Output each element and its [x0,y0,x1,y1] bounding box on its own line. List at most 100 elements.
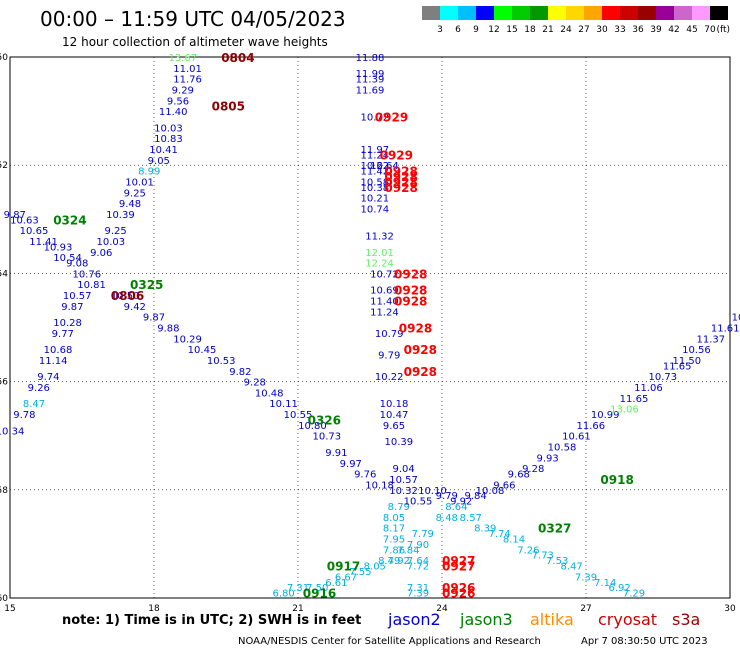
pass-time-label: 0805 [212,100,245,114]
swh-data-point: 6.61 [325,578,347,589]
swh-data-point: 10.73 [648,372,677,383]
swh-data-point: 10.54 [53,253,82,264]
swh-data-point: 7.84 [397,545,419,556]
swh-data-point: 7.53 [546,556,568,567]
swh-data-point: 10.53 [207,356,236,367]
swh-data-point: 9.66 [493,480,515,491]
swh-data-point: 9.25 [104,226,126,237]
swh-data-point: 11.66 [576,421,605,432]
y-tick-label: -50 [0,53,8,63]
swh-data-point: 10.39 [384,437,413,448]
swh-data-point: 9.97 [340,459,362,470]
colorbar-swatch [494,6,512,20]
swh-data-point: 10.10 [418,486,447,497]
swh-data-point: 9.48 [119,199,141,210]
colorbar-tick-label: 24 [560,25,572,35]
pass-time-label: 0928 [384,170,417,184]
satellite-legend-altika: altika [530,610,574,629]
swh-data-point: 11.40 [370,296,399,307]
swh-data-point: 11.42 [360,167,389,178]
swh-data-point: 8.05 [383,513,405,524]
swh-data-point: 7.55 [349,567,371,578]
footer-note: note: 1) Time is in UTC; 2) SWH is in fe… [62,613,361,628]
swh-data-point: 7.90 [407,540,429,551]
colorbar-swatch [620,6,638,20]
swh-data-point: 8.48 [436,513,458,524]
swh-data-point: 8.47 [560,562,582,573]
swh-data-point: 10.72 [370,269,399,280]
swh-data-point: 8.64 [445,502,467,513]
colorbar-swatch [566,6,584,20]
swh-data-point: 10.39 [106,210,135,221]
swh-data-point: 10. [732,313,740,324]
swh-data-point: 9.25 [124,188,146,199]
footer-credit: NOAA/NESDIS Center for Satellite Applica… [238,636,541,647]
swh-data-point: 10.63 [10,215,39,226]
swh-data-point: 10.57 [389,475,418,486]
swh-data-point: 11.24 [360,150,389,161]
swh-data-point: 10.58 [360,177,389,188]
swh-data-point: 10.03 [96,237,125,248]
pass-time-label: 0928 [384,165,417,179]
swh-data-point: 9.65 [383,421,405,432]
y-tick-label: -60 [0,594,8,604]
x-tick-label: 18 [148,604,160,614]
plot-frame [9,56,731,599]
swh-data-point: 10.61 [562,432,591,443]
swh-data-point: 9.87 [4,210,26,221]
swh-data-point: 12.64 [370,161,399,172]
pass-time-label: 0806 [111,289,144,303]
swh-data-point: 11.97 [360,145,389,156]
swh-data-point: 6.92 [608,583,630,594]
pass-time-label: 0928 [404,365,437,379]
swh-data-point: 7.73 [532,551,554,562]
colorbar: 3 6 9 12 15 18 21 24 27 30 33 36 39 42 45 70 (ft) [422,6,730,35]
swh-data-point: 8.79 [388,502,410,513]
satellite-legend-jason2: jason2 [387,610,441,629]
swh-data-point: 9.87 [143,313,165,324]
swh-data-point: 10.47 [380,410,409,421]
satellite-legend-s3a: s3a [672,610,700,629]
swh-data-point: 9.91 [325,448,347,459]
swh-data-point: 9.28 [244,378,266,389]
colorbar-swatch [710,6,728,20]
colorbar-swatch [512,6,530,20]
swh-data-point: 11.65 [663,361,692,372]
swh-data-point: 9.92 [450,497,472,508]
swh-data-point: 11.32 [365,232,394,243]
colorbar-swatch [458,6,476,20]
swh-data-point: 12.24 [365,259,394,270]
swh-data-point: 8.49 [378,556,400,567]
swh-data-point: 10.93 [44,242,73,253]
swh-data-point: 10.73 [312,432,341,443]
swh-data-point: 7.64 [407,556,429,567]
y-tick-label: -52 [0,161,8,171]
swh-data-point: 7.31 [287,583,309,594]
swh-data-point: 9.29 [172,85,194,96]
colorbar-tick-label: 42 [668,25,679,35]
colorbar-swatch [548,6,566,20]
swh-data-point: 11.01 [173,64,202,75]
swh-data-point: 10.55 [404,497,433,508]
swh-data-point: 10.76 [72,269,101,280]
swh-data-point: 7.29 [623,589,645,600]
pass-time-label: 0926 [442,587,475,601]
colorbar-tick-label: 30 [596,25,608,35]
satellite-legend: jason2 jason3 altika cryosat s3a [387,610,700,629]
swh-data-point: 11.24 [370,307,399,318]
swh-data-point: 10.55 [284,410,313,421]
pass-time-label: 0324 [53,213,86,227]
colorbar-swatch [530,6,548,20]
swh-data-point: 10.18 [380,399,409,410]
pass-time-label: 0929 [380,148,413,162]
chart-subtitle: 12 hour collection of altimeter wave hei… [62,35,328,49]
y-tick-label: -56 [0,378,8,388]
swh-data-point: 8.05 [364,562,386,573]
colorbar-swatch [476,6,494,20]
pass-time-label: 0326 [308,413,341,427]
colorbar-swatch [656,6,674,20]
pass-time-label: 0927 [442,560,475,574]
swh-data-point: 9.77 [52,329,74,340]
